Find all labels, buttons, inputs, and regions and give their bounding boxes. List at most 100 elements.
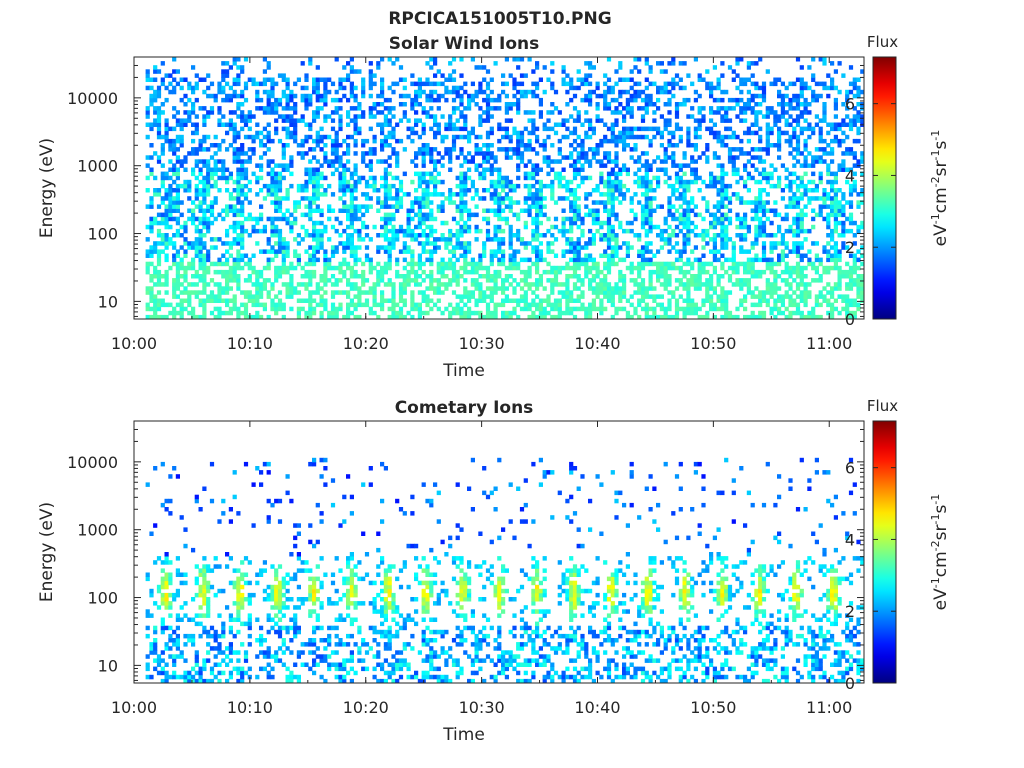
spectrogram-cell bbox=[357, 245, 362, 250]
spectrogram-cell bbox=[716, 188, 721, 193]
spectrogram-cell bbox=[202, 179, 207, 185]
spectrogram-cell bbox=[448, 196, 453, 201]
spectrogram-cell bbox=[410, 81, 415, 87]
spectrogram-cell bbox=[395, 192, 400, 197]
spectrogram-cell bbox=[187, 114, 192, 119]
spectrogram-cell bbox=[368, 93, 373, 99]
spectrogram-cell bbox=[777, 175, 782, 181]
spectrogram-cell bbox=[625, 245, 630, 250]
spectrogram-cell bbox=[429, 233, 434, 238]
spectrogram-cell bbox=[274, 216, 279, 222]
spectrogram-cell bbox=[467, 314, 472, 320]
spectrogram-cell bbox=[735, 306, 740, 312]
spectrogram-cell bbox=[228, 208, 233, 213]
spectrogram-cell bbox=[368, 85, 373, 91]
spectrogram-cell bbox=[667, 290, 672, 295]
spectrogram-cell bbox=[663, 69, 668, 74]
spectrogram-cell bbox=[168, 224, 173, 230]
spectrogram-cell bbox=[368, 163, 373, 168]
spectrogram-cell bbox=[296, 241, 301, 246]
spectrogram-cell bbox=[402, 249, 407, 254]
spectrogram-cell bbox=[323, 97, 328, 103]
spectrogram-cell bbox=[247, 294, 252, 299]
spectrogram-cell bbox=[656, 261, 661, 267]
spectrogram-cell bbox=[501, 196, 506, 201]
spectrogram-cell bbox=[467, 97, 472, 103]
spectrogram-cell bbox=[274, 175, 279, 181]
spectrogram-cell bbox=[417, 208, 422, 213]
spectrogram-cell bbox=[618, 290, 623, 295]
spectrogram-cell bbox=[792, 265, 797, 271]
spectrogram-cell bbox=[527, 241, 532, 246]
spectrogram-cell bbox=[678, 179, 683, 185]
spectrogram-cell bbox=[255, 163, 260, 168]
spectrogram-cell bbox=[746, 188, 751, 193]
spectrogram-cell bbox=[406, 208, 411, 213]
spectrogram-cell bbox=[663, 314, 668, 320]
spectrogram-cell bbox=[478, 122, 483, 127]
spectrogram-cell bbox=[795, 228, 801, 234]
spectrogram-cell bbox=[489, 310, 494, 316]
spectrogram-cell bbox=[512, 126, 517, 132]
spectrogram-cell bbox=[580, 278, 585, 283]
spectrogram-cell bbox=[644, 306, 649, 312]
spectrogram-cell bbox=[198, 143, 203, 148]
spectrogram-cell bbox=[421, 171, 426, 177]
spectrogram-cell bbox=[591, 286, 596, 291]
spectrogram-cell bbox=[153, 274, 158, 279]
spectrogram-cell bbox=[656, 265, 661, 271]
spectrogram-cell bbox=[482, 188, 487, 193]
spectrogram-cell bbox=[300, 118, 305, 123]
spectrogram-cell bbox=[633, 306, 638, 312]
spectrogram-cell bbox=[372, 179, 377, 185]
spectrogram-cell bbox=[716, 106, 721, 111]
spectrogram-cell bbox=[349, 233, 354, 238]
spectrogram-cell bbox=[678, 85, 683, 91]
spectrogram-cell bbox=[671, 85, 676, 91]
spectrogram-cell bbox=[535, 224, 540, 230]
spectrogram-cell bbox=[293, 130, 298, 136]
spectrogram-cell bbox=[194, 294, 199, 299]
spectrogram-cell bbox=[542, 122, 547, 127]
spectrogram-cell bbox=[327, 278, 332, 283]
spectrogram-cell bbox=[591, 278, 596, 283]
spectrogram-cell bbox=[504, 81, 509, 87]
spectrogram-cell bbox=[625, 130, 630, 136]
spectrogram-cell bbox=[482, 216, 487, 222]
spectrogram-cell bbox=[285, 208, 290, 213]
spectrogram-cell bbox=[330, 151, 336, 156]
spectrogram-cell bbox=[603, 138, 608, 144]
spectrogram-cell bbox=[659, 89, 664, 95]
spectrogram-cell bbox=[546, 110, 551, 115]
spectrogram-cell bbox=[565, 274, 570, 279]
spectrogram-cell bbox=[259, 97, 264, 103]
spectrogram-cell bbox=[342, 249, 347, 254]
spectrogram-cell bbox=[485, 85, 491, 91]
spectrogram-cell bbox=[754, 61, 759, 66]
spectrogram-cell bbox=[637, 298, 642, 303]
spectrogram-cell bbox=[485, 114, 491, 119]
spectrogram-cell bbox=[504, 294, 509, 299]
spectrogram-cell bbox=[187, 294, 192, 299]
spectrogram-cell bbox=[402, 241, 407, 246]
spectrogram-cell bbox=[262, 69, 267, 74]
spectrogram-cell bbox=[342, 93, 347, 99]
spectrogram-cell bbox=[792, 204, 797, 209]
spectrogram-cell bbox=[622, 130, 627, 136]
spectrogram-cell bbox=[153, 118, 158, 123]
spectrogram-cell bbox=[323, 269, 328, 275]
spectrogram-cell bbox=[629, 196, 634, 201]
spectrogram-cell bbox=[758, 147, 763, 152]
spectrogram-cell bbox=[349, 249, 354, 254]
spectrogram-cell bbox=[383, 237, 388, 242]
spectrogram-cell bbox=[429, 298, 434, 303]
spectrogram-cell bbox=[712, 253, 717, 258]
spectrogram-cell bbox=[633, 147, 638, 152]
spectrogram-cell bbox=[289, 274, 294, 279]
spectrogram-cell bbox=[448, 257, 453, 263]
spectrogram-cell bbox=[761, 298, 767, 303]
spectrogram-cell bbox=[538, 257, 543, 263]
spectrogram-cell bbox=[614, 106, 619, 111]
spectrogram-cell bbox=[485, 302, 491, 308]
